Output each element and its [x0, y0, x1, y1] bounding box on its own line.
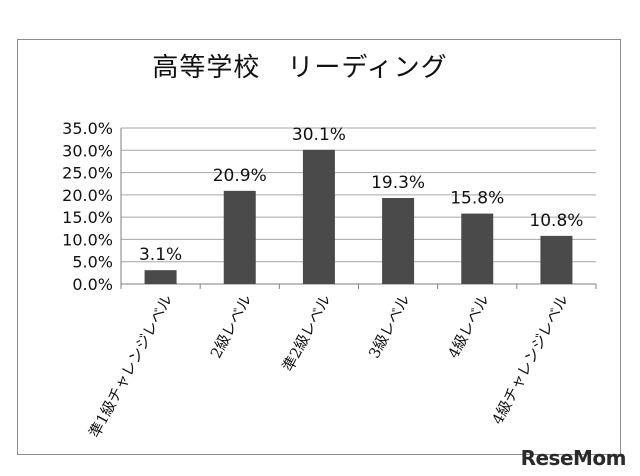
bar	[382, 197, 415, 284]
bar	[540, 235, 573, 284]
bar	[223, 190, 256, 284]
chart-frame	[17, 39, 621, 455]
y-tick-label: 35.0%	[62, 119, 113, 138]
data-label: 3.1%	[139, 245, 182, 265]
y-tick-label: 15.0%	[62, 208, 113, 227]
data-label: 19.3%	[371, 173, 425, 193]
data-labels: 3.1% 20.9% 30.1% 19.3% 15.8% 10.8%	[139, 125, 583, 265]
data-label: 15.8%	[450, 189, 504, 209]
x-tick-label: 3級レベル	[365, 291, 414, 361]
y-tick-label: 10.0%	[62, 230, 113, 249]
chart-title: 高等学校 リーディング	[152, 53, 448, 83]
y-tick-labels: 0.0% 5.0% 10.0% 15.0% 20.0% 25.0% 30.0% 35.0%	[62, 119, 113, 294]
axes	[120, 128, 597, 289]
y-tick-label: 5.0%	[72, 253, 113, 272]
y-tick-label: 25.0%	[62, 164, 113, 183]
x-tick-label: 準2級レベル	[279, 291, 335, 374]
bar	[461, 213, 494, 284]
data-label: 20.9%	[213, 166, 267, 186]
gridlines	[121, 127, 596, 285]
y-tick-label: 0.0%	[72, 275, 113, 294]
y-tick-label: 30.0%	[62, 141, 113, 160]
y-tick-label: 20.0%	[62, 186, 113, 205]
bar	[144, 270, 177, 284]
bars	[144, 149, 573, 284]
x-tick-label: 準1級チャレンジレベル	[85, 291, 176, 440]
resemom-watermark: ReseMom	[520, 446, 627, 470]
x-tick-label: 4級レベル	[444, 291, 493, 361]
x-tick-label: 2級レベル	[207, 291, 256, 361]
bar	[302, 149, 335, 284]
data-label: 10.8%	[529, 211, 583, 231]
x-tick-labels: 準1級チャレンジレベル 2級レベル 準2級レベル 3級レベル 4級レベル4級チャレンジレ…	[85, 291, 572, 440]
data-label: 30.1%	[292, 125, 346, 145]
x-tick-label: 4級チャレンジレベル	[488, 291, 572, 427]
